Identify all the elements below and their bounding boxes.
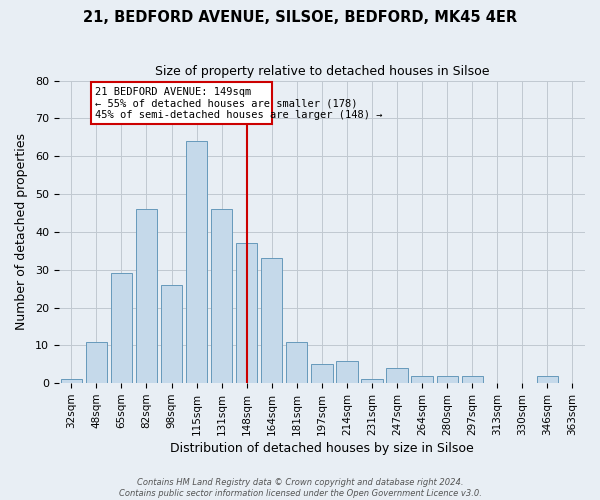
Bar — [86, 342, 107, 383]
Bar — [311, 364, 332, 383]
Bar — [437, 376, 458, 383]
Bar — [211, 209, 232, 383]
Bar — [537, 376, 558, 383]
Bar — [361, 380, 383, 383]
Text: Contains HM Land Registry data © Crown copyright and database right 2024.
Contai: Contains HM Land Registry data © Crown c… — [119, 478, 481, 498]
FancyBboxPatch shape — [91, 82, 272, 124]
X-axis label: Distribution of detached houses by size in Silsoe: Distribution of detached houses by size … — [170, 442, 474, 455]
Bar — [111, 274, 132, 383]
Bar — [337, 360, 358, 383]
Bar — [186, 141, 207, 383]
Bar — [461, 376, 483, 383]
Bar — [412, 376, 433, 383]
Text: 21 BEDFORD AVENUE: 149sqm
← 55% of detached houses are smaller (178)
45% of semi: 21 BEDFORD AVENUE: 149sqm ← 55% of detac… — [95, 86, 383, 120]
Bar — [161, 285, 182, 383]
Y-axis label: Number of detached properties: Number of detached properties — [15, 134, 28, 330]
Bar — [261, 258, 283, 383]
Bar — [236, 243, 257, 383]
Bar — [61, 380, 82, 383]
Bar — [136, 209, 157, 383]
Bar — [286, 342, 307, 383]
Bar — [386, 368, 408, 383]
Text: 21, BEDFORD AVENUE, SILSOE, BEDFORD, MK45 4ER: 21, BEDFORD AVENUE, SILSOE, BEDFORD, MK4… — [83, 10, 517, 25]
Title: Size of property relative to detached houses in Silsoe: Size of property relative to detached ho… — [155, 65, 489, 78]
